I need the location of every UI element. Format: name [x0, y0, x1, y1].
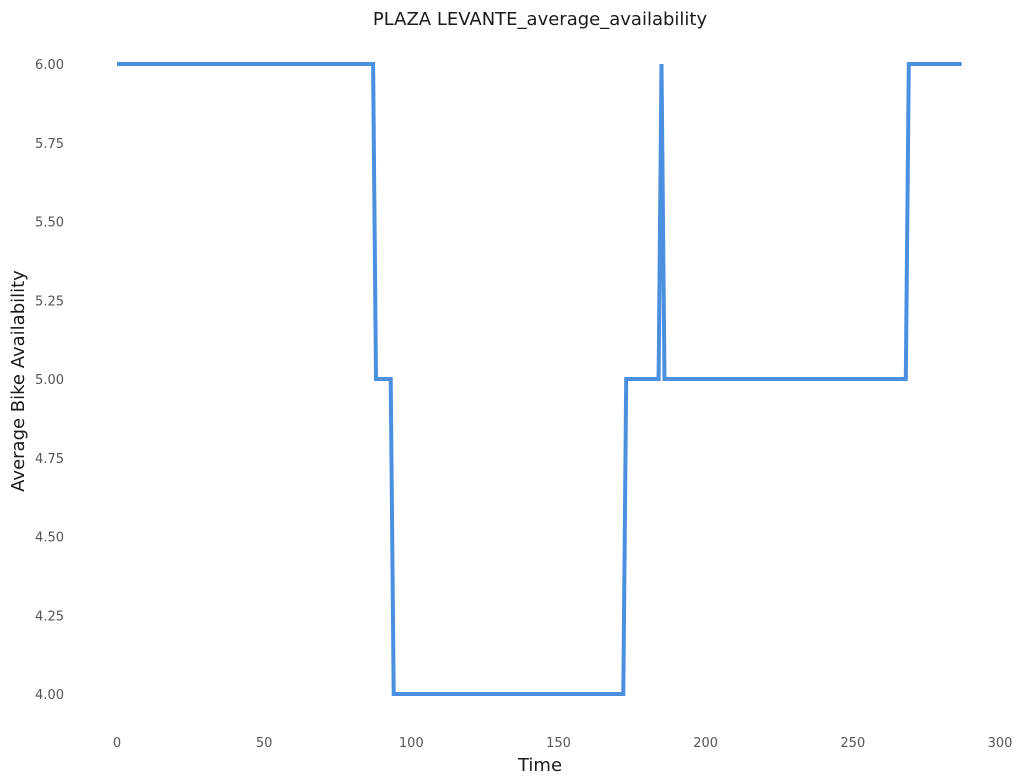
y-axis-label: Average Bike Availability — [8, 270, 29, 492]
x-tick-label: 200 — [693, 736, 718, 751]
y-tick-label: 5.75 — [35, 137, 64, 152]
x-axis-label: Time — [517, 755, 562, 776]
y-tick-label: 5.50 — [35, 216, 64, 231]
x-tick-label: 100 — [399, 736, 424, 751]
series-line — [117, 62, 962, 696]
x-tick-label: 50 — [256, 736, 273, 751]
y-tick-label: 4.25 — [35, 609, 64, 624]
y-tick-label: 5.00 — [35, 373, 64, 388]
x-tick-label: 150 — [546, 736, 571, 751]
y-tick-label: 5.25 — [35, 294, 64, 309]
y-tick-label: 6.00 — [35, 58, 64, 73]
chart-title: PLAZA LEVANTE_average_availability — [373, 9, 708, 30]
x-tick-label: 0 — [113, 736, 121, 751]
x-axis-ticks: 0 50 100 150 200 250 300 — [113, 736, 1013, 751]
y-tick-label: 4.75 — [35, 452, 64, 467]
x-tick-label: 300 — [988, 736, 1013, 751]
plot-area — [117, 62, 962, 696]
x-tick-label: 250 — [840, 736, 865, 751]
y-axis-ticks: 4.00 4.25 4.50 4.75 5.00 5.25 5.50 5.75 6.00 — [35, 58, 64, 703]
y-tick-label: 4.00 — [35, 688, 64, 703]
y-tick-label: 4.50 — [35, 531, 64, 546]
